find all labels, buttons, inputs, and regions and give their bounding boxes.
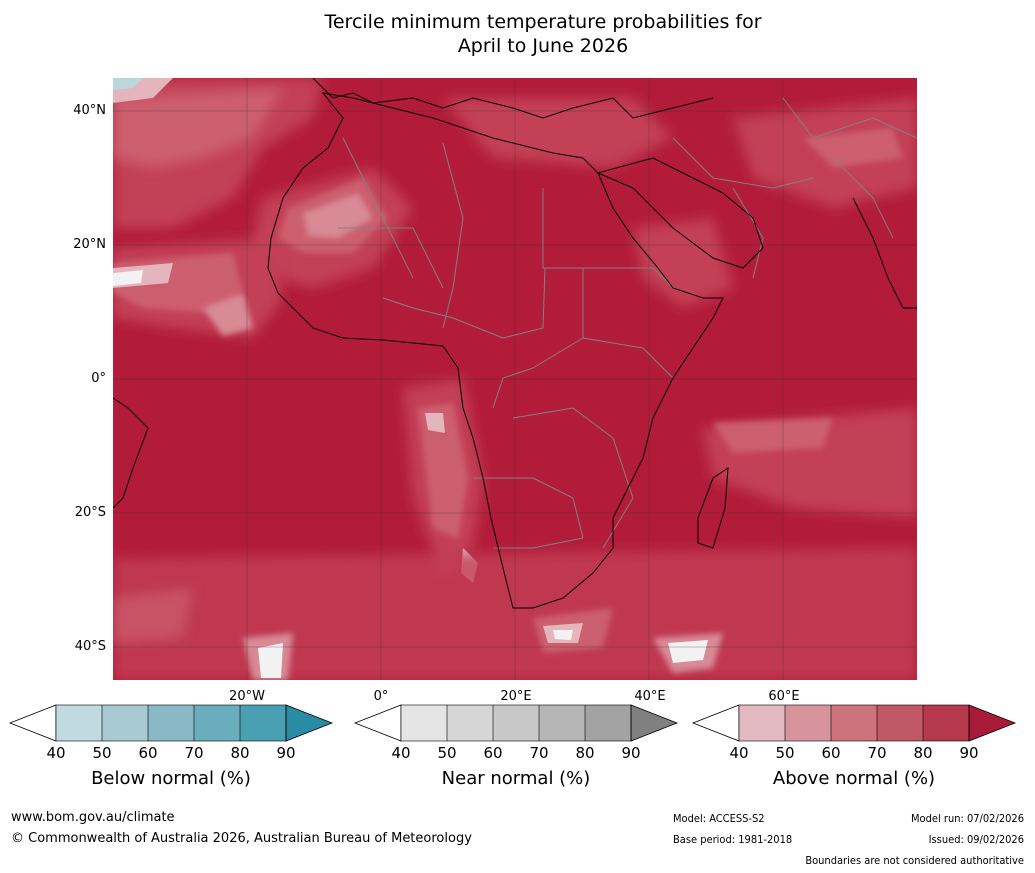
legend-near-normal (353, 704, 679, 742)
map-title-line2: April to June 2026 (457, 35, 629, 57)
legend-near-tick: 60 (483, 744, 503, 762)
legend-below-tick: 40 (46, 744, 66, 762)
footer-website-link[interactable]: www.bom.gov.au/climate (11, 810, 175, 825)
colorbar-near (353, 704, 679, 742)
lat-label-20n: 20°N (73, 237, 106, 252)
probability-map (113, 78, 917, 680)
lat-label-40n: 40°N (73, 103, 106, 118)
lon-label-40e: 40°E (634, 689, 666, 704)
footer-copyright: © Commonwealth of Australia 2026, Austra… (11, 831, 472, 846)
graticule (113, 78, 917, 680)
legend-above-tick: 70 (867, 744, 887, 762)
footer-disclaimer: Boundaries are not considered authoritat… (805, 854, 1024, 867)
lat-label-20s: 20°S (74, 505, 106, 520)
lat-label-0: 0° (91, 371, 106, 386)
legend-above-tick: 60 (821, 744, 841, 762)
lat-label-40s: 40°S (74, 639, 106, 654)
legend-near-tick: 80 (575, 744, 595, 762)
legend-below-tick: 70 (184, 744, 204, 762)
legend-above-tick: 80 (913, 744, 933, 762)
coastlines (113, 78, 917, 609)
legend-near-tick: 50 (437, 744, 457, 762)
map-title-line1: Tercile minimum temperature probabilitie… (324, 11, 762, 33)
colorbar-above (691, 704, 1017, 742)
lon-label-20e: 20°E (500, 689, 532, 704)
legend-near-tick: 90 (621, 744, 641, 762)
legend-below-tick: 50 (92, 744, 112, 762)
legend-above-normal (691, 704, 1017, 742)
lon-label-0: 0° (373, 689, 389, 704)
legend-below-tick: 90 (276, 744, 296, 762)
map-title: Tercile minimum temperature probabilitie… (0, 10, 1035, 58)
lon-label-20w: 20°W (229, 689, 265, 704)
legend-above-tick: 40 (729, 744, 749, 762)
colorbar-below (8, 704, 334, 742)
legend-below-normal (8, 704, 334, 742)
legend-near-tick: 70 (529, 744, 549, 762)
legend-above-tick: 50 (775, 744, 795, 762)
footer-base-period: Base period: 1981-2018 (673, 833, 793, 846)
legend-near-label: Near normal (%) (441, 768, 591, 789)
map-canvas (113, 78, 917, 680)
footer-model-run: Model run: 07/02/2026 (911, 812, 1024, 825)
legend-below-tick: 80 (230, 744, 250, 762)
legend-below-tick: 60 (138, 744, 158, 762)
legend-below-label: Below normal (%) (91, 768, 251, 789)
footer-issued: Issued: 09/02/2026 (928, 833, 1024, 846)
probability-shading (113, 78, 917, 680)
lon-label-60e: 60°E (768, 689, 800, 704)
footer-model: Model: ACCESS-S2 (673, 812, 765, 825)
legend-above-tick: 90 (959, 744, 979, 762)
legend-above-label: Above normal (%) (772, 768, 936, 789)
country-borders (338, 97, 917, 549)
legend-near-tick: 40 (391, 744, 411, 762)
